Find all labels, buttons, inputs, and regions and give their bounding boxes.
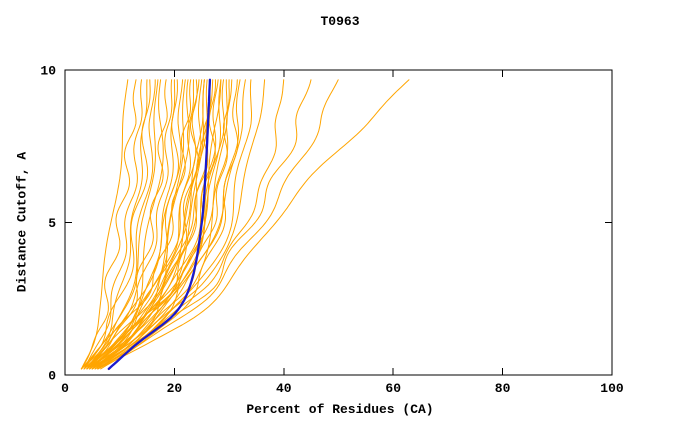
x-tick-label: 20 [167, 381, 183, 396]
model-curve [97, 79, 410, 370]
x-tick-label: 40 [276, 381, 292, 396]
model-curve [86, 79, 186, 370]
model-curve [83, 79, 143, 370]
model-curve [97, 79, 252, 370]
model-curve [89, 79, 176, 370]
y-tick-label: 5 [48, 216, 56, 231]
y-tick-label: 0 [48, 369, 56, 384]
x-tick-label: 0 [61, 381, 69, 396]
model-curve [91, 79, 179, 370]
model-curve [83, 79, 159, 370]
model-curve [86, 79, 246, 370]
model-curve [100, 79, 239, 370]
highlight-curve [107, 78, 212, 371]
y-tick-label: 10 [40, 64, 56, 79]
model-curve [83, 79, 233, 370]
x-tick-label: 100 [600, 381, 624, 396]
model-curve [91, 79, 266, 370]
model-curve [91, 79, 199, 370]
model-curve [80, 79, 129, 370]
model-curve [86, 79, 203, 370]
model-curve [86, 79, 168, 370]
x-tick-label: 60 [385, 381, 401, 396]
model-curve [94, 79, 339, 370]
chart-title: T0963 [320, 14, 360, 29]
model-curve [91, 79, 285, 370]
y-axis-label: Distance Cutoff, A [14, 151, 30, 293]
model-curve [80, 79, 192, 370]
model-curve [91, 79, 211, 370]
model-curve [89, 79, 222, 370]
model-curve [91, 79, 230, 370]
x-axis-label: Percent of Residues (CA) [246, 402, 434, 417]
model-curve [97, 79, 205, 370]
model-curve [80, 79, 151, 370]
model-curve [80, 79, 137, 370]
model-curve [86, 79, 205, 370]
x-tick-label: 80 [495, 381, 511, 396]
